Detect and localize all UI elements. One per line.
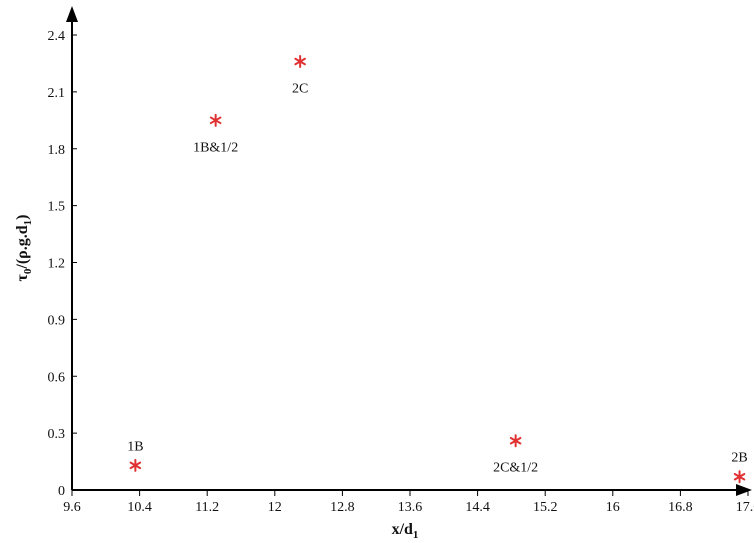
data-point-label: 2C [292,82,308,97]
x-tick-label: 15.2 [533,500,558,515]
x-tick-label: 12 [268,500,282,515]
x-axis [72,484,752,496]
x-tick-label: 14.4 [465,500,490,515]
y-tick-label: 1.5 [48,200,66,215]
y-tick-label: 0.9 [48,313,66,328]
y-tick-label: 2.4 [48,29,66,44]
y-tick-label: 1.2 [48,257,66,272]
data-point [733,470,746,484]
y-axis [66,6,78,490]
x-tick-label: 13.6 [398,500,423,515]
x-tick-label: 16 [606,500,620,515]
x-axis-arrowhead [736,484,752,496]
y-tick-label: 0 [58,484,65,499]
y-tick-label: 0.3 [48,427,66,442]
x-tick-label: 12.8 [330,500,355,515]
x-tick-label: 17.6 [736,500,754,515]
data-point [509,434,522,448]
y-tick-label: 2.1 [48,86,66,101]
y-tick-label: 1.8 [48,143,66,158]
data-point-label: 1B&1/2 [193,140,238,155]
data-points: 1B 1B&1/2 2C 2C&1/2 2B [127,55,748,484]
y-axis-arrowhead [66,6,78,22]
x-tick-label: 10.4 [127,500,152,515]
data-point [129,458,142,472]
data-point [294,55,306,69]
x-ticks: 9.6 10.4 11.2 12 12.8 13.6 14.4 15.2 16 16.8 17.6 [63,490,754,515]
x-tick-label: 9.6 [63,500,81,515]
x-axis-title: x/d1 [392,521,419,541]
data-point [209,113,222,127]
data-point-label: 2C&1/2 [493,461,538,476]
data-point-label: 2B [731,451,747,466]
y-axis-title: τ0/(ρ.g.d1) [14,215,34,282]
y-tick-label: 0.6 [48,370,66,385]
x-tick-label: 16.8 [668,500,693,515]
x-tick-label: 11.2 [195,500,219,515]
y-ticks: 0 0.3 0.6 0.9 1.2 1.5 1.8 2.1 2.4 [48,29,77,499]
data-point-label: 1B [127,439,143,454]
